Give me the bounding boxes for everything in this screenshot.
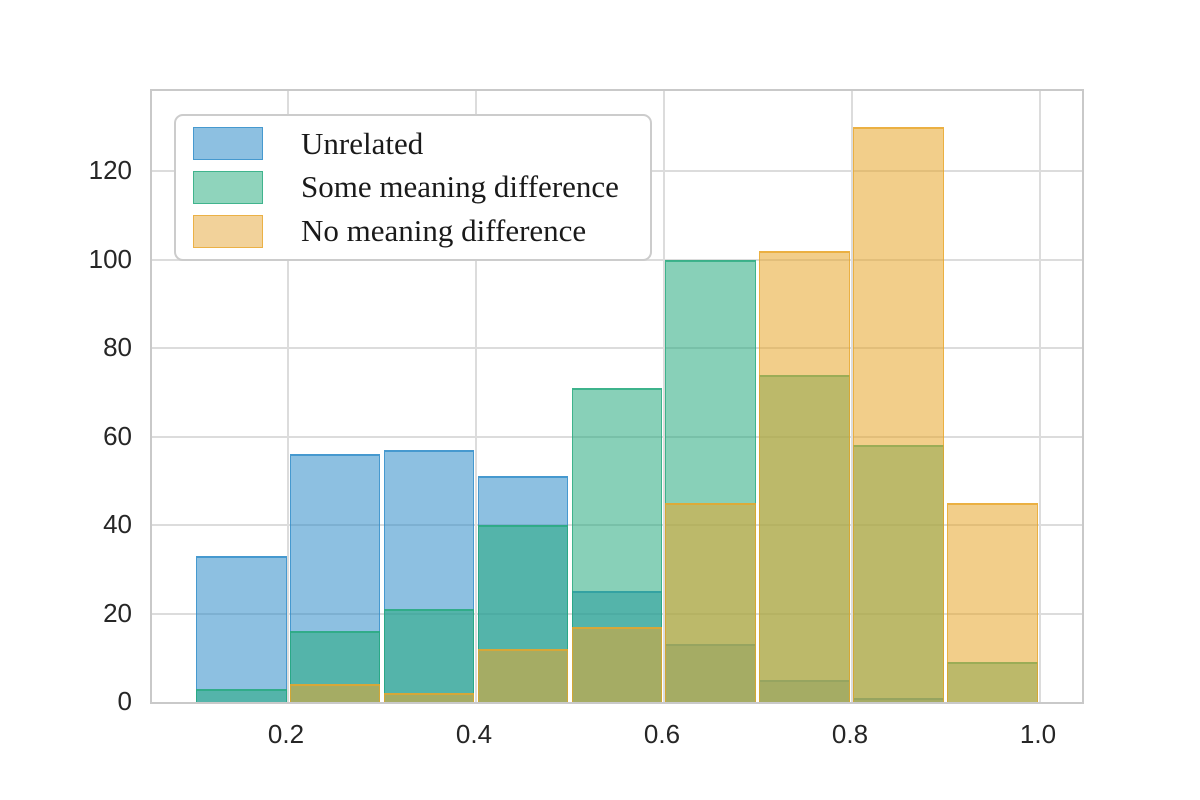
gridline-y-80 (152, 347, 1082, 350)
y-tick-label-60: 60 (103, 420, 132, 451)
y-tick-label-120: 120 (88, 155, 132, 186)
legend-label-some-meaning-difference: Some meaning difference (301, 169, 619, 205)
y-tick-label-0: 0 (117, 686, 132, 716)
x-tick-label-0.8: 0.8 (831, 719, 869, 749)
histogram-bar-series2-bin4 (571, 626, 663, 702)
x-tick-label-0.6: 0.6 (643, 719, 681, 749)
legend-swatch-no-meaning-difference (193, 214, 263, 248)
histogram-bar-series2-bin5 (665, 502, 757, 702)
histogram-bar-series2-bin1 (289, 684, 381, 702)
legend-row-some-meaning-difference: Some meaning difference (176, 167, 650, 207)
y-tick-label-100: 100 (88, 243, 132, 274)
legend-row-no-meaning-difference: No meaning difference (176, 211, 650, 251)
x-tick-label-1.0: 1.0 (1019, 719, 1057, 749)
y-tick-label-20: 20 (103, 597, 132, 628)
gridline-x-1.0 (1038, 91, 1041, 702)
gridline-x-0.8 (850, 91, 853, 702)
x-tick-label-0.2: 0.2 (267, 719, 305, 749)
legend: Unrelated Some meaning difference No mea… (174, 114, 652, 261)
histogram-bar-series2-bin3 (477, 648, 569, 702)
histogram-bar-series2-bin7 (853, 126, 945, 702)
histogram-bar-series2-bin2 (383, 693, 475, 702)
plot-area: Unrelated Some meaning difference No mea… (150, 89, 1084, 704)
gridline-x-0.6 (662, 91, 665, 702)
gridline-x-0.2 (287, 91, 289, 702)
legend-label-no-meaning-difference: No meaning difference (301, 213, 587, 249)
histogram-bar-series0-bin0 (195, 556, 287, 702)
histogram-bar-series1-bin2 (383, 609, 475, 702)
y-tick-label-40: 40 (103, 509, 132, 540)
histogram-bar-series1-bin0 (195, 688, 287, 702)
legend-swatch-unrelated (193, 127, 263, 161)
gridline-x-0.4 (475, 91, 477, 702)
histogram-bar-series2-bin6 (759, 250, 851, 702)
legend-swatch-some-meaning-difference (193, 170, 263, 204)
histogram-bar-series2-bin8 (947, 502, 1039, 702)
legend-row-unrelated: Unrelated (176, 124, 650, 164)
legend-label-unrelated: Unrelated (301, 125, 424, 161)
x-tick-label-0.4: 0.4 (455, 719, 493, 749)
y-tick-label-80: 80 (103, 332, 132, 363)
